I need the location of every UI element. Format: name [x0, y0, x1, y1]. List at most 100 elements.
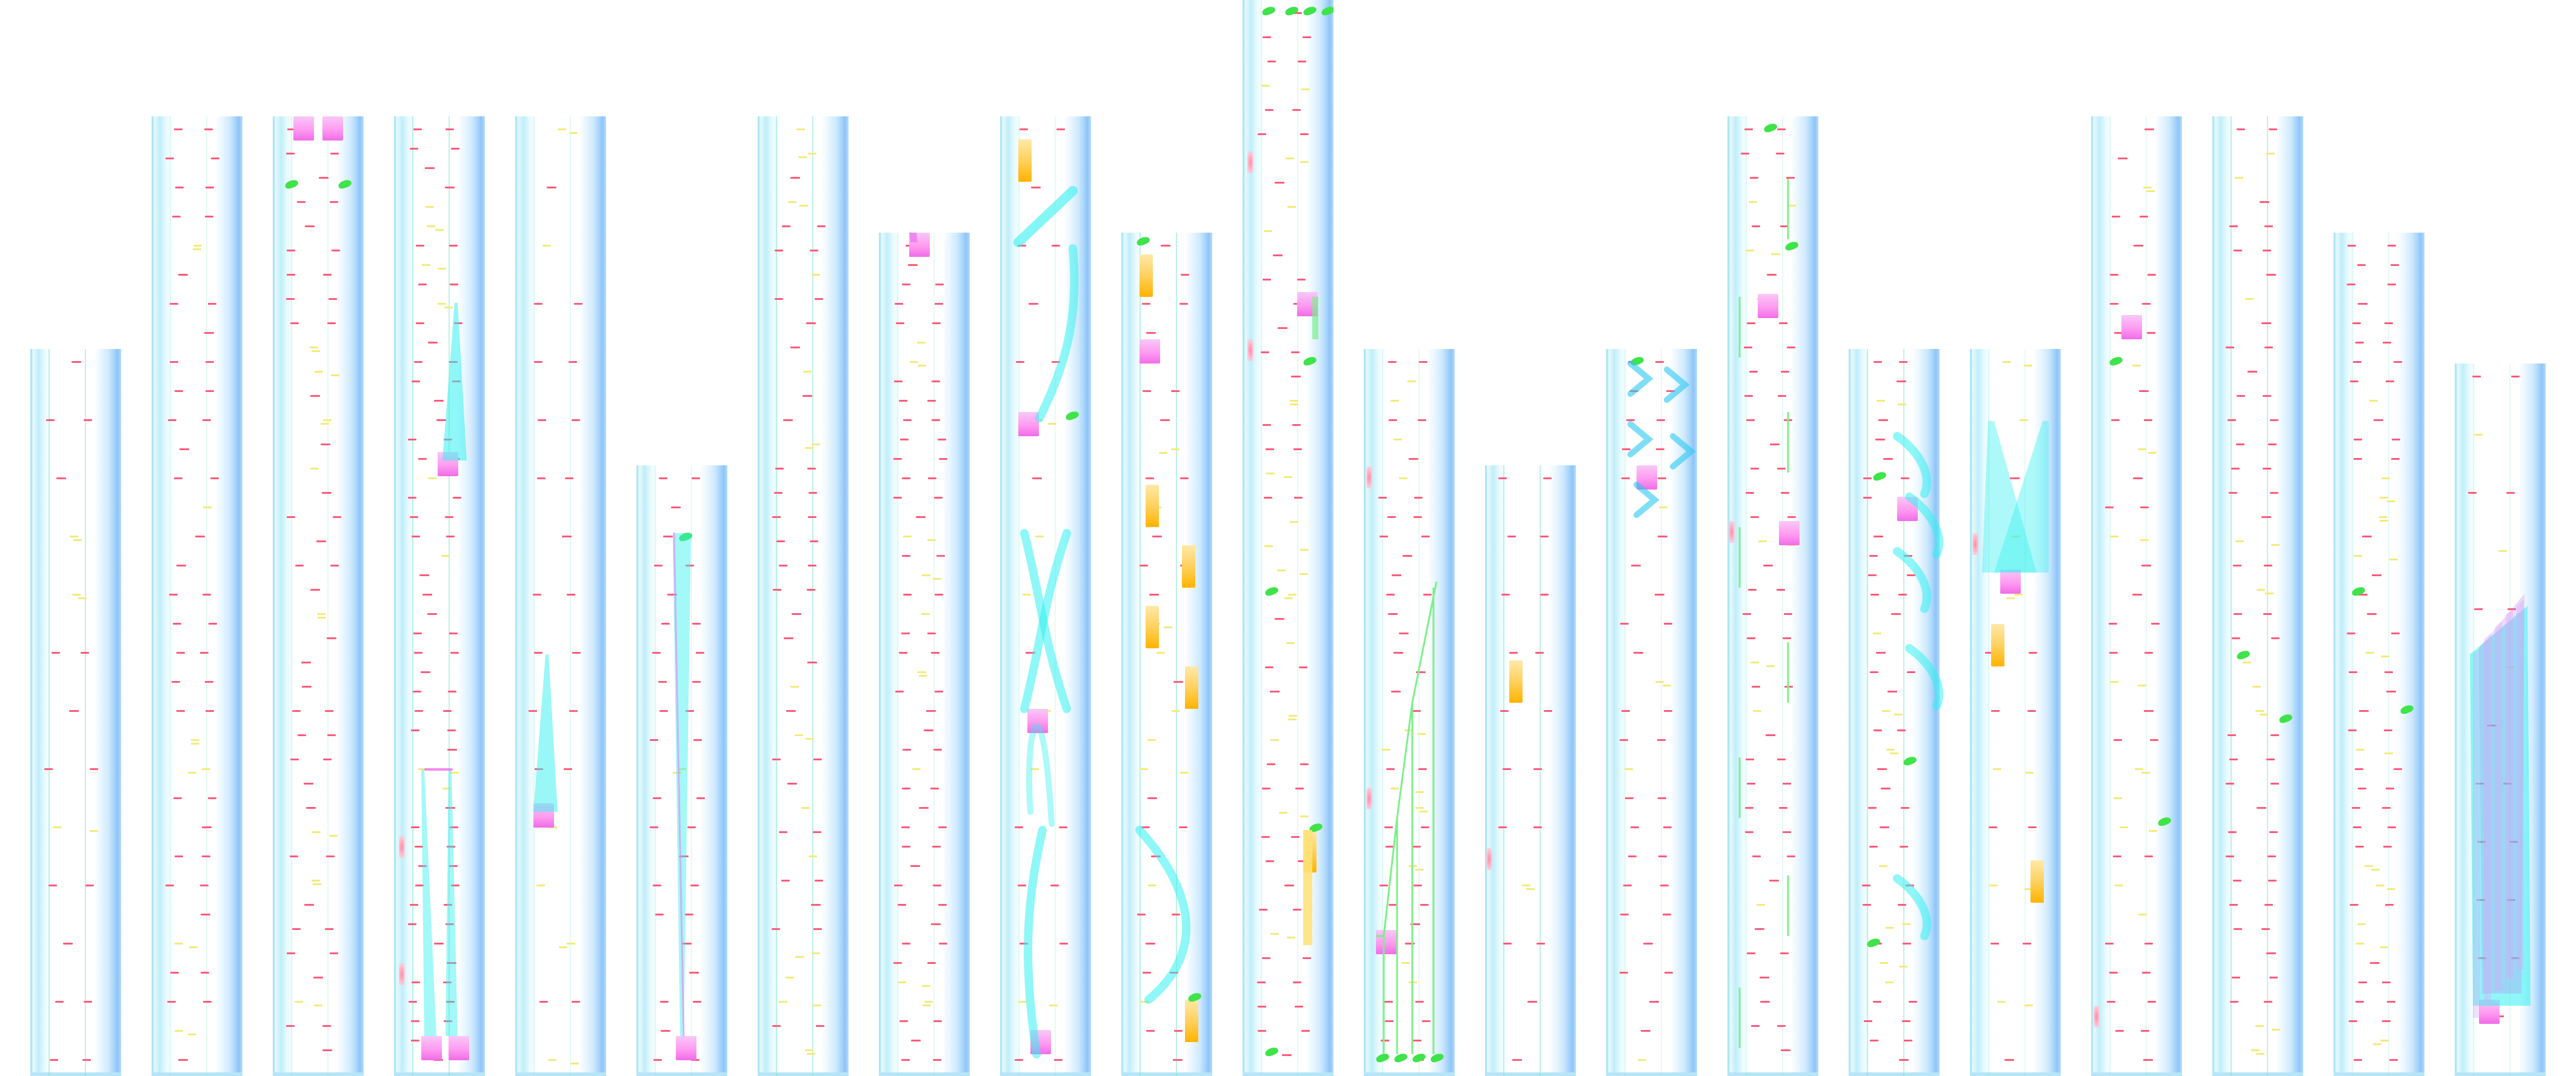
lane-rail: [1867, 349, 1868, 1076]
tap-note: [806, 322, 816, 324]
tap-note: [84, 419, 92, 421]
tap-note: [168, 419, 176, 421]
lane-bottom: [30, 1072, 121, 1076]
tap-note: [447, 749, 457, 751]
tap-note: [547, 187, 556, 188]
tap-note: [295, 565, 304, 566]
soft-note: [2256, 1053, 2264, 1055]
tap-note: [322, 1049, 332, 1051]
tap-note: [1174, 1030, 1183, 1032]
tap-note: [1630, 390, 1638, 392]
soft-note: [438, 268, 446, 270]
soft-note: [2114, 797, 2122, 799]
flick-note: [337, 178, 353, 190]
tap-note: [449, 245, 458, 247]
hold-head: [533, 803, 554, 828]
tap-note: [1989, 826, 1997, 828]
tap-note: [2029, 652, 2037, 654]
soft-note: [678, 768, 687, 770]
soft-note: [918, 671, 926, 673]
tap-note: [1535, 652, 1544, 654]
tap-note: [1295, 788, 1304, 789]
soft-note: [2245, 298, 2254, 300]
lane-rail: [1297, 0, 1298, 1076]
tap-note: [1258, 1030, 1266, 1032]
tap-note: [658, 681, 667, 683]
soft-note: [795, 956, 804, 958]
tap-note: [2372, 574, 2381, 576]
tap-note: [1378, 497, 1387, 499]
lane-bottom: [758, 1072, 849, 1076]
tap-note: [1658, 855, 1667, 857]
lane-edge: [394, 116, 396, 1076]
tap-note: [933, 1059, 941, 1061]
tap-note: [775, 468, 784, 470]
tap-note: [1297, 279, 1306, 281]
tap-note: [2263, 613, 2272, 615]
hold-head: [421, 1036, 442, 1060]
soft-note: [2271, 544, 2280, 546]
tap-note: [2226, 347, 2234, 348]
tap-note: [2358, 303, 2367, 305]
tap-note: [1389, 904, 1397, 906]
tap-note: [932, 419, 940, 421]
soft-note: [1771, 253, 1780, 255]
soft-note: [1018, 1001, 1027, 1003]
tap-note: [327, 637, 336, 639]
soft-note: [1409, 981, 1417, 983]
tap-note: [1293, 448, 1302, 450]
tap-note: [428, 342, 438, 344]
tap-note: [2474, 608, 2483, 610]
tap-note: [2387, 245, 2396, 247]
tap-note: [808, 565, 816, 566]
tap-note: [1666, 390, 1675, 392]
tap-note: [2111, 419, 2120, 421]
flick-note: [1264, 1046, 1280, 1058]
soft-note: [450, 772, 459, 774]
tap-note: [786, 710, 796, 712]
soft-note: [1264, 545, 1273, 547]
tap-note: [1391, 691, 1401, 692]
lane-rail: [1261, 0, 1262, 1076]
soft-note: [2148, 452, 2157, 454]
tap-note: [202, 826, 212, 828]
lane-rail: [2024, 349, 2026, 1076]
soft-note: [1522, 885, 1530, 886]
soft-note: [1880, 962, 1888, 964]
tap-note: [2355, 846, 2364, 848]
soft-note: [1300, 573, 1308, 575]
tap-note: [898, 904, 906, 906]
soft-note: [569, 132, 578, 134]
side-marker: [399, 963, 405, 985]
tap-note: [409, 1001, 417, 1003]
tap-note: [1776, 153, 1784, 154]
soft-note: [2272, 1029, 2280, 1031]
tap-note: [2387, 284, 2396, 285]
tap-note: [1874, 361, 1882, 363]
soft-note: [2255, 710, 2264, 712]
soft-note: [1409, 865, 1417, 867]
soft-note: [796, 128, 805, 130]
tap-note: [1262, 788, 1270, 789]
lane-bottom: [1970, 1072, 2061, 1076]
tap-note: [1503, 943, 1512, 945]
tap-note: [451, 148, 459, 150]
side-marker: [2094, 1006, 2100, 1028]
soft-note: [919, 675, 927, 677]
tap-note: [1664, 972, 1673, 974]
tap-note: [287, 128, 296, 130]
tap-note: [172, 216, 181, 218]
tap-note: [1291, 376, 1301, 377]
tap-note: [1054, 1059, 1063, 1061]
tap-note: [202, 594, 211, 596]
tap-note: [776, 540, 785, 542]
tap-note: [287, 952, 295, 954]
tap-note: [1540, 594, 1549, 596]
tap-note: [1780, 952, 1789, 954]
tap-note: [2383, 846, 2392, 848]
tap-note: [1751, 1025, 1760, 1027]
soft-note: [1171, 448, 1180, 450]
soft-note: [795, 734, 803, 736]
lane-bottom: [1121, 1072, 1212, 1076]
tap-note: [2347, 245, 2356, 247]
